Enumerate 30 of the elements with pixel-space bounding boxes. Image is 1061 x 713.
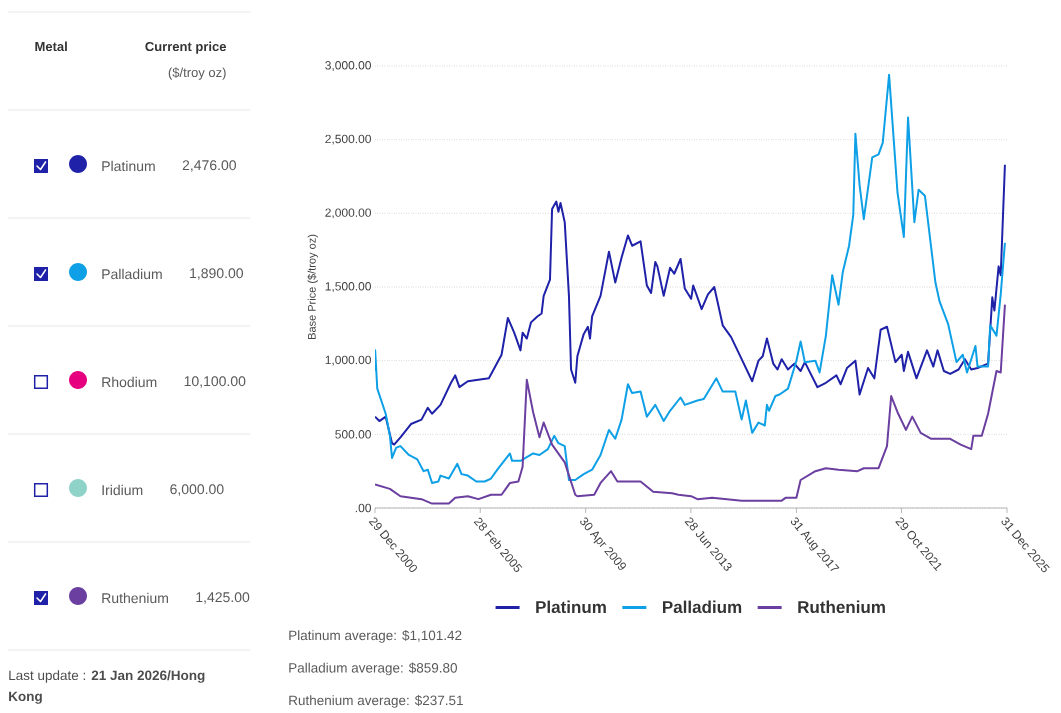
legend-label: Ruthenium [798,600,885,614]
text: Metal [35,41,67,52]
line-series [375,73,1006,484]
text: 6,000.00 [170,484,224,496]
y-tick-label: 1,500.00 [325,282,371,292]
text: Last update : 21 Jan 2026/Hong Kong [9,670,205,704]
legend-label: Platinum [536,600,606,614]
y-axis-title: Base Price ($/troy oz) [307,234,318,339]
text: Current price [145,41,227,54]
category-label: Iridium [102,484,143,496]
category-label: Rhodium [102,376,157,388]
line-series [375,163,1006,446]
text: Platinum average: $1,101.42 [289,630,462,643]
y-tick-label: 2,500.00 [325,134,371,145]
category-label: Platinum [102,160,155,172]
text: 1,890.00 [190,268,244,280]
y-tick-label: 2,000.00 [325,208,371,219]
category-label: Palladium [102,268,162,280]
text: 1,425.00 [196,592,250,604]
text: Palladium average: $859.80 [289,662,458,676]
y-tick-label: 1,000.00 [325,355,371,366]
legend-label: Palladium [663,600,742,614]
text: ($/troy oz) [168,67,226,80]
text: 10,100.00 [184,376,246,388]
category-label: Ruthenium [102,592,168,604]
y-tick-label: 3,000.00 [325,61,371,71]
y-tick-label: .00 [355,503,372,513]
text: Ruthenium average: $237.51 [289,695,463,708]
y-tick-label: 500.00 [335,430,371,439]
text: 2,476.00 [182,160,237,172]
